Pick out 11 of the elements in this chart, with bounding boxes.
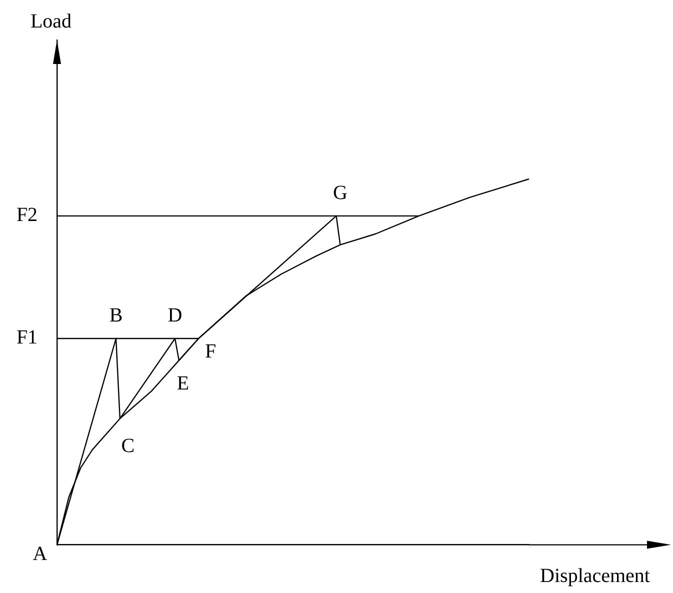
- annotation: D: [168, 304, 182, 327]
- text: A: [32, 543, 48, 566]
- annotation: E: [176, 372, 190, 395]
- text: F1: [16, 326, 38, 349]
- annotation: B: [109, 304, 123, 327]
- x-axis-title: Displacement: [540, 565, 650, 588]
- text: Load: [30, 10, 72, 32]
- annotation: G: [333, 182, 348, 204]
- annotation: F: [205, 340, 216, 363]
- text: F2: [16, 204, 38, 226]
- annotation: C: [121, 434, 135, 457]
